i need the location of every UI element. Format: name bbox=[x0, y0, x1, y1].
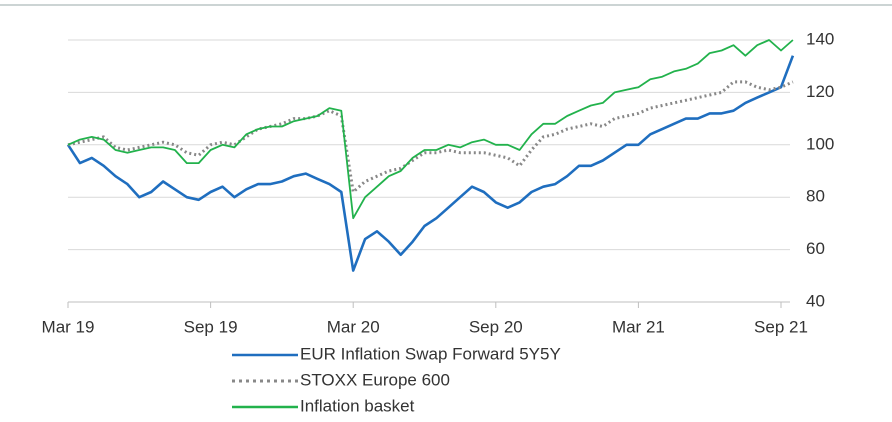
legend-label: Inflation basket bbox=[300, 396, 415, 415]
y-tick-label: 60 bbox=[806, 239, 825, 258]
series-line bbox=[67, 80, 794, 194]
y-tick-label: 140 bbox=[806, 29, 834, 48]
x-tick-label: Mar 20 bbox=[327, 317, 380, 336]
y-tick-label: 120 bbox=[806, 82, 834, 101]
x-tick-label: Sep 20 bbox=[469, 317, 523, 336]
y-tick-label: 80 bbox=[806, 187, 825, 206]
x-tick-label: Sep 21 bbox=[754, 317, 808, 336]
y-tick-label: 40 bbox=[806, 291, 825, 310]
series-line bbox=[66, 55, 795, 272]
x-tick-label: Sep 19 bbox=[184, 317, 238, 336]
x-tick-label: Mar 19 bbox=[42, 317, 95, 336]
legend-label: STOXX Europe 600 bbox=[300, 370, 450, 389]
legend-label: EUR Inflation Swap Forward 5Y5Y bbox=[300, 344, 561, 363]
y-tick-label: 100 bbox=[806, 134, 834, 153]
series-line bbox=[67, 39, 794, 220]
x-tick-label: Mar 21 bbox=[612, 317, 665, 336]
